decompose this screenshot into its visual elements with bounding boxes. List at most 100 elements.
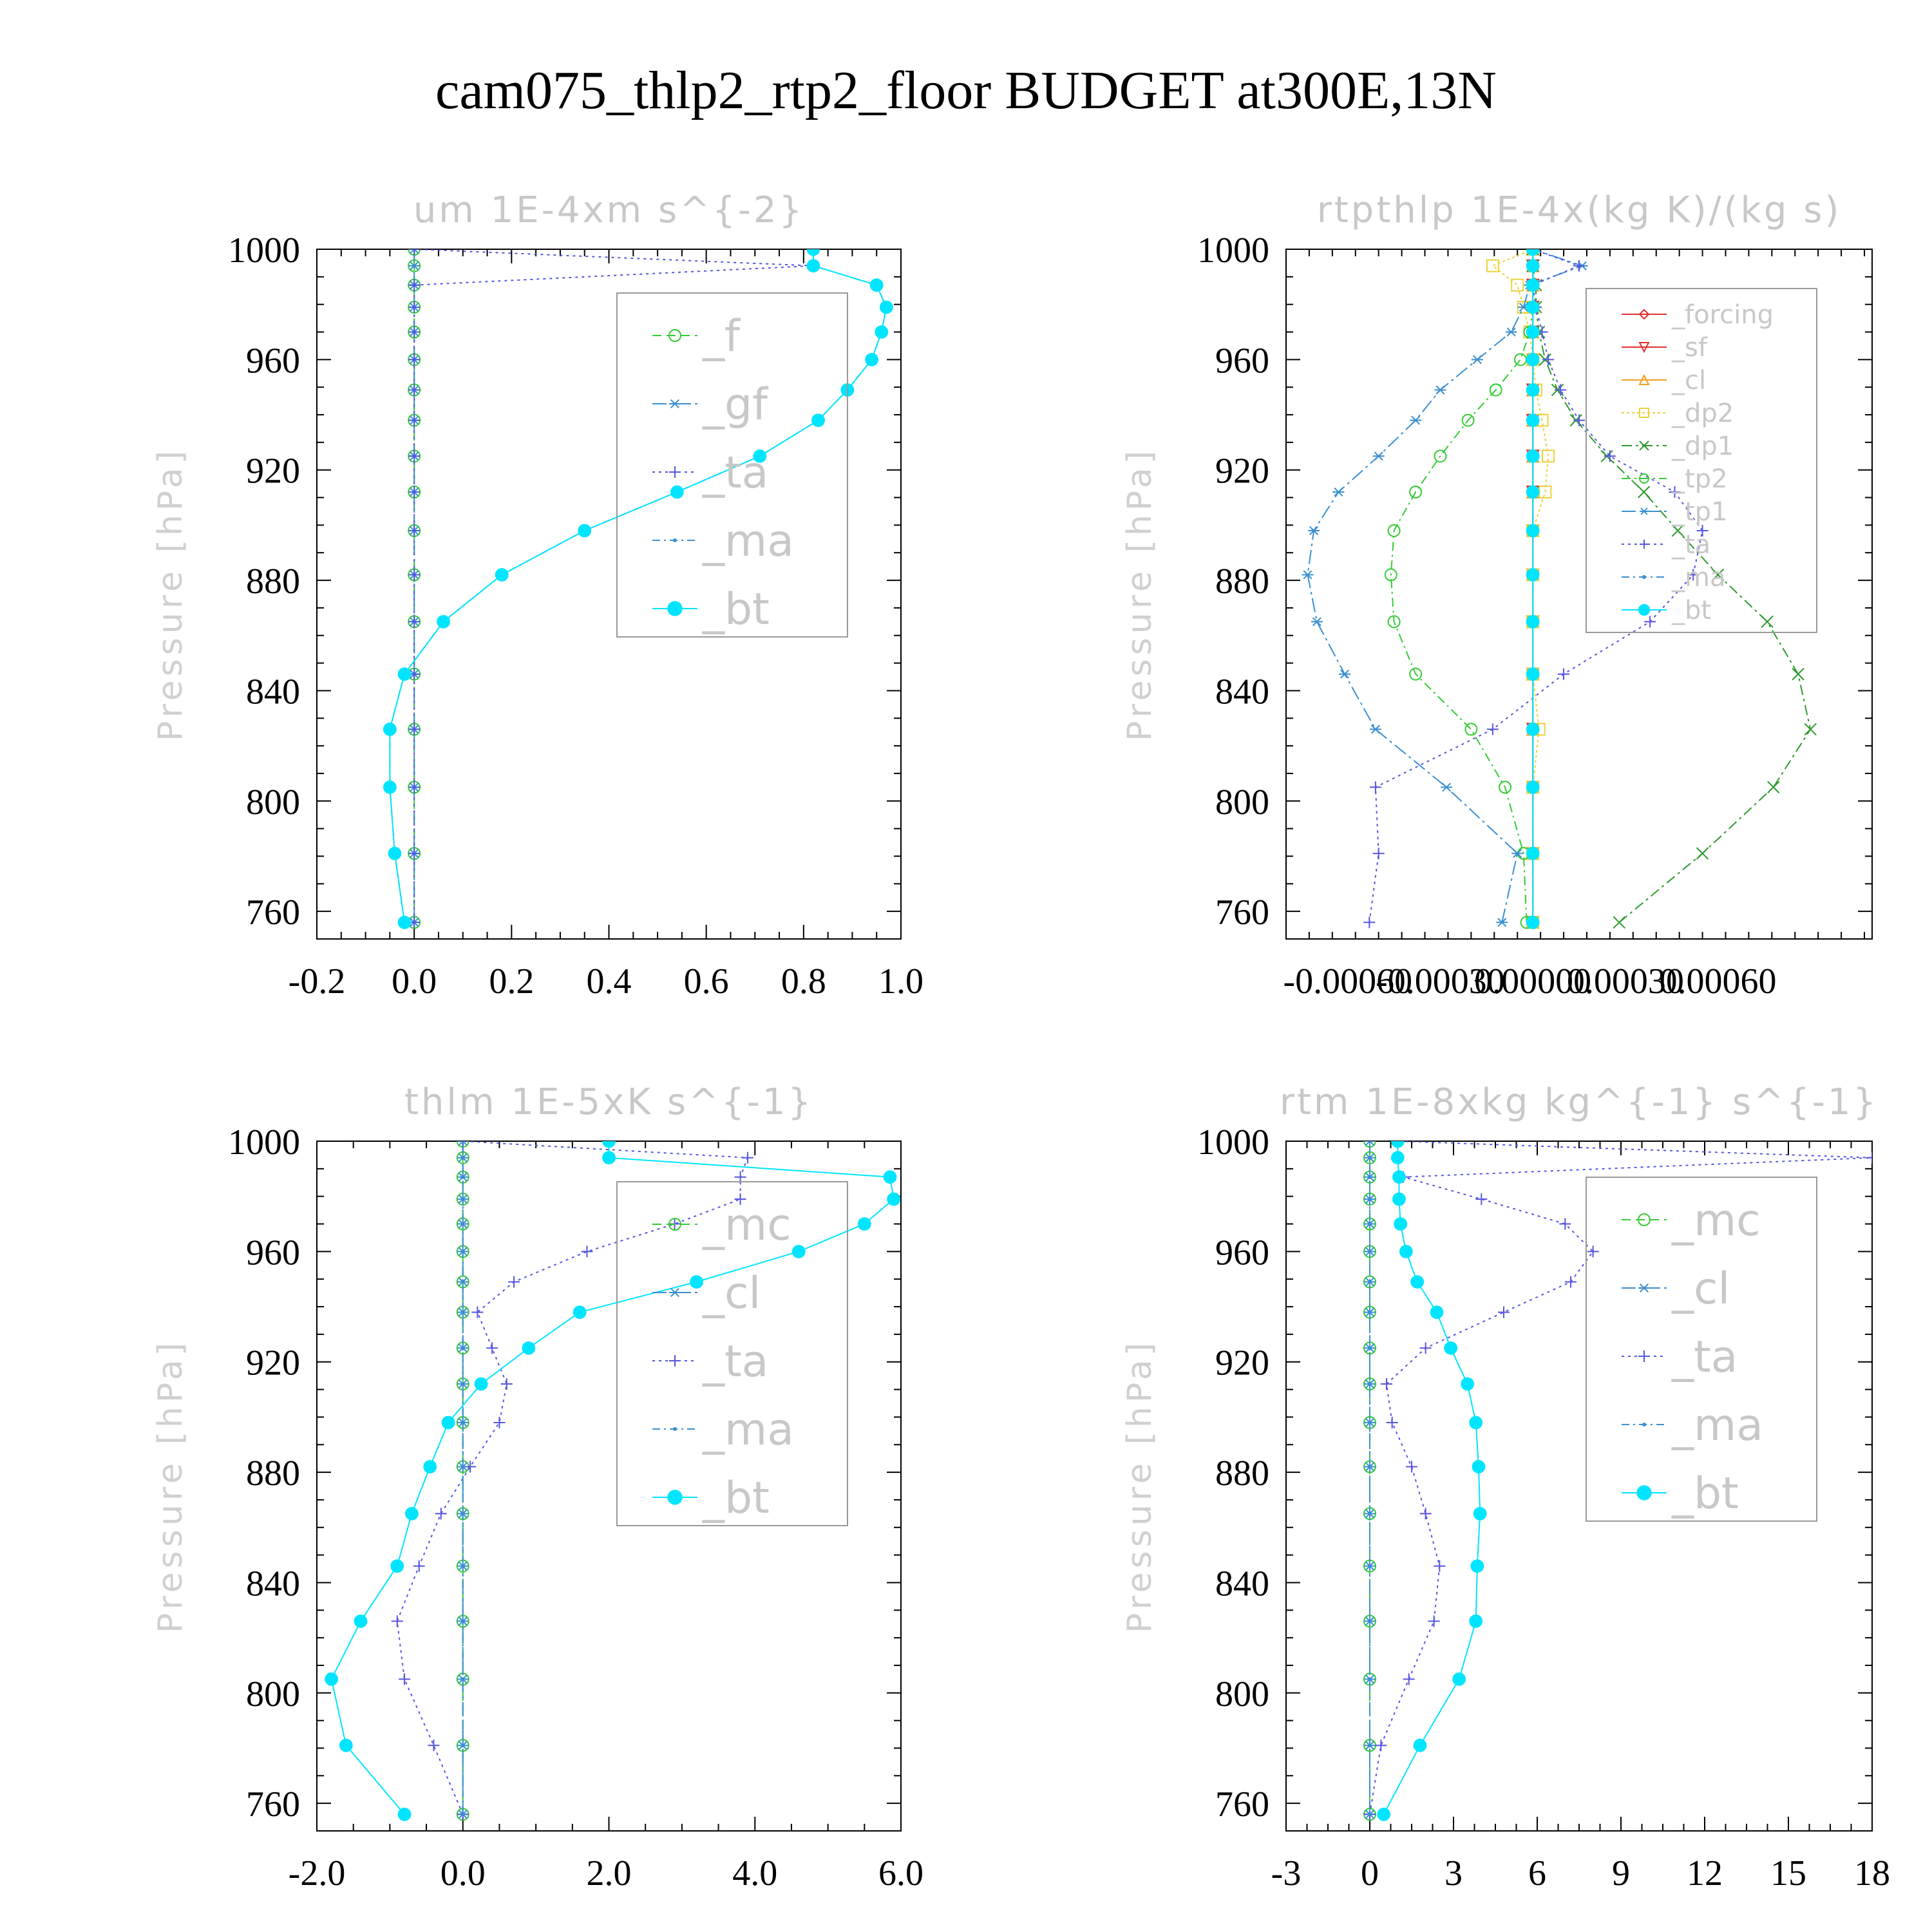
legend-frame [1586, 288, 1817, 633]
y-tick-label: 920 [246, 451, 300, 491]
data-point [1669, 486, 1681, 498]
data-point [404, 1506, 419, 1520]
data-point [1475, 1193, 1488, 1205]
x-tick-label: -2.0 [289, 1853, 346, 1893]
data-point [1526, 846, 1540, 860]
legend-label: _gf [702, 379, 769, 430]
plot-frame [1285, 249, 1873, 940]
data-point [1377, 1807, 1391, 1821]
data-point [408, 249, 421, 255]
data-point [887, 1192, 901, 1206]
data-point [390, 1559, 404, 1573]
data-point [806, 259, 820, 273]
data-point [1387, 615, 1401, 629]
y-axis-label: Pressure [hPa] [1121, 447, 1159, 741]
data-point [408, 249, 421, 254]
data-point [1372, 451, 1385, 461]
data-point [457, 1141, 469, 1147]
x-tick-label: 18 [1854, 1853, 1890, 1893]
legend-label: _ta [1671, 530, 1710, 560]
data-point [1499, 781, 1512, 794]
series-layer [1302, 249, 1817, 930]
series-line [1369, 1141, 1872, 1815]
data-point [1526, 325, 1540, 339]
y-tick-label: 840 [1215, 672, 1269, 712]
data-point [1526, 249, 1540, 256]
data-point [460, 1464, 465, 1469]
data-point [1542, 354, 1555, 366]
data-point [1406, 1461, 1417, 1473]
data-point [435, 1508, 447, 1520]
data-point [578, 524, 592, 538]
data-point [1372, 848, 1385, 860]
x-tick-label: 6 [1528, 1853, 1546, 1893]
y-tick-label: 840 [1215, 1564, 1269, 1604]
data-point [734, 1171, 746, 1183]
data-point [1311, 617, 1323, 627]
data-point [669, 1355, 681, 1367]
data-point [602, 1141, 616, 1148]
data-point [1696, 847, 1709, 860]
data-point [1419, 1508, 1432, 1520]
legend-frame [1586, 1177, 1817, 1522]
y-tick-label: 880 [1215, 562, 1269, 601]
data-point [670, 485, 684, 499]
data-point [1639, 473, 1649, 484]
data-point [865, 352, 879, 366]
data-point [1638, 1213, 1651, 1226]
data-point [1461, 413, 1475, 427]
panel-rtm: -3 0 3 6 9 12 15 18 760 800 840 880 920 960 1000 rtm 1E… [1121, 1081, 1890, 1893]
data-point [1368, 1381, 1372, 1386]
data-point [1637, 486, 1651, 498]
legend: _mc _cl _ta _ma _bt [616, 1181, 848, 1526]
data-point [1638, 342, 1650, 354]
data-point [1642, 1423, 1646, 1426]
data-point [460, 1155, 465, 1160]
data-point [460, 1197, 465, 1201]
data-point [869, 278, 884, 292]
data-point [460, 1175, 465, 1179]
data-point [1559, 1218, 1571, 1230]
data-point [1526, 413, 1540, 428]
data-point [1430, 1305, 1444, 1320]
series-line [389, 249, 887, 923]
data-point [668, 1218, 681, 1231]
data-point [1526, 449, 1540, 463]
data-point [581, 1245, 593, 1258]
data-point [811, 413, 825, 428]
data-point [1384, 568, 1397, 582]
data-point [1368, 1249, 1372, 1254]
y-tick-label: 800 [246, 782, 300, 822]
data-point [1386, 1416, 1398, 1428]
data-point [1434, 450, 1447, 463]
data-point [413, 1560, 425, 1572]
legend-frame [616, 1181, 848, 1526]
x-tick-label: 0.00030 [1567, 961, 1684, 1001]
x-tick-label: -0.00060 [1283, 961, 1412, 1001]
legend-label: _dp1 [1671, 431, 1734, 461]
data-point [1514, 353, 1527, 366]
data-point [354, 1615, 368, 1628]
series-line [330, 1141, 895, 1815]
data-point [1369, 724, 1381, 734]
data-point [1496, 918, 1508, 927]
series-line [1307, 249, 1584, 923]
data-point [471, 1306, 484, 1318]
data-point [1390, 1141, 1405, 1148]
data-point [1526, 780, 1540, 794]
data-point [1638, 308, 1650, 320]
data-point [1308, 526, 1320, 535]
data-point [408, 569, 421, 581]
data-point [508, 1276, 520, 1288]
data-point [741, 1151, 753, 1164]
data-point [1368, 1677, 1372, 1681]
y-tick-label: 880 [1215, 1454, 1269, 1493]
series-line [389, 249, 887, 923]
data-point [1638, 374, 1650, 385]
data-point [753, 449, 767, 463]
data-point [1526, 723, 1540, 736]
data-point [1638, 1283, 1650, 1293]
x-tick-label: 0.4 [587, 961, 632, 1001]
